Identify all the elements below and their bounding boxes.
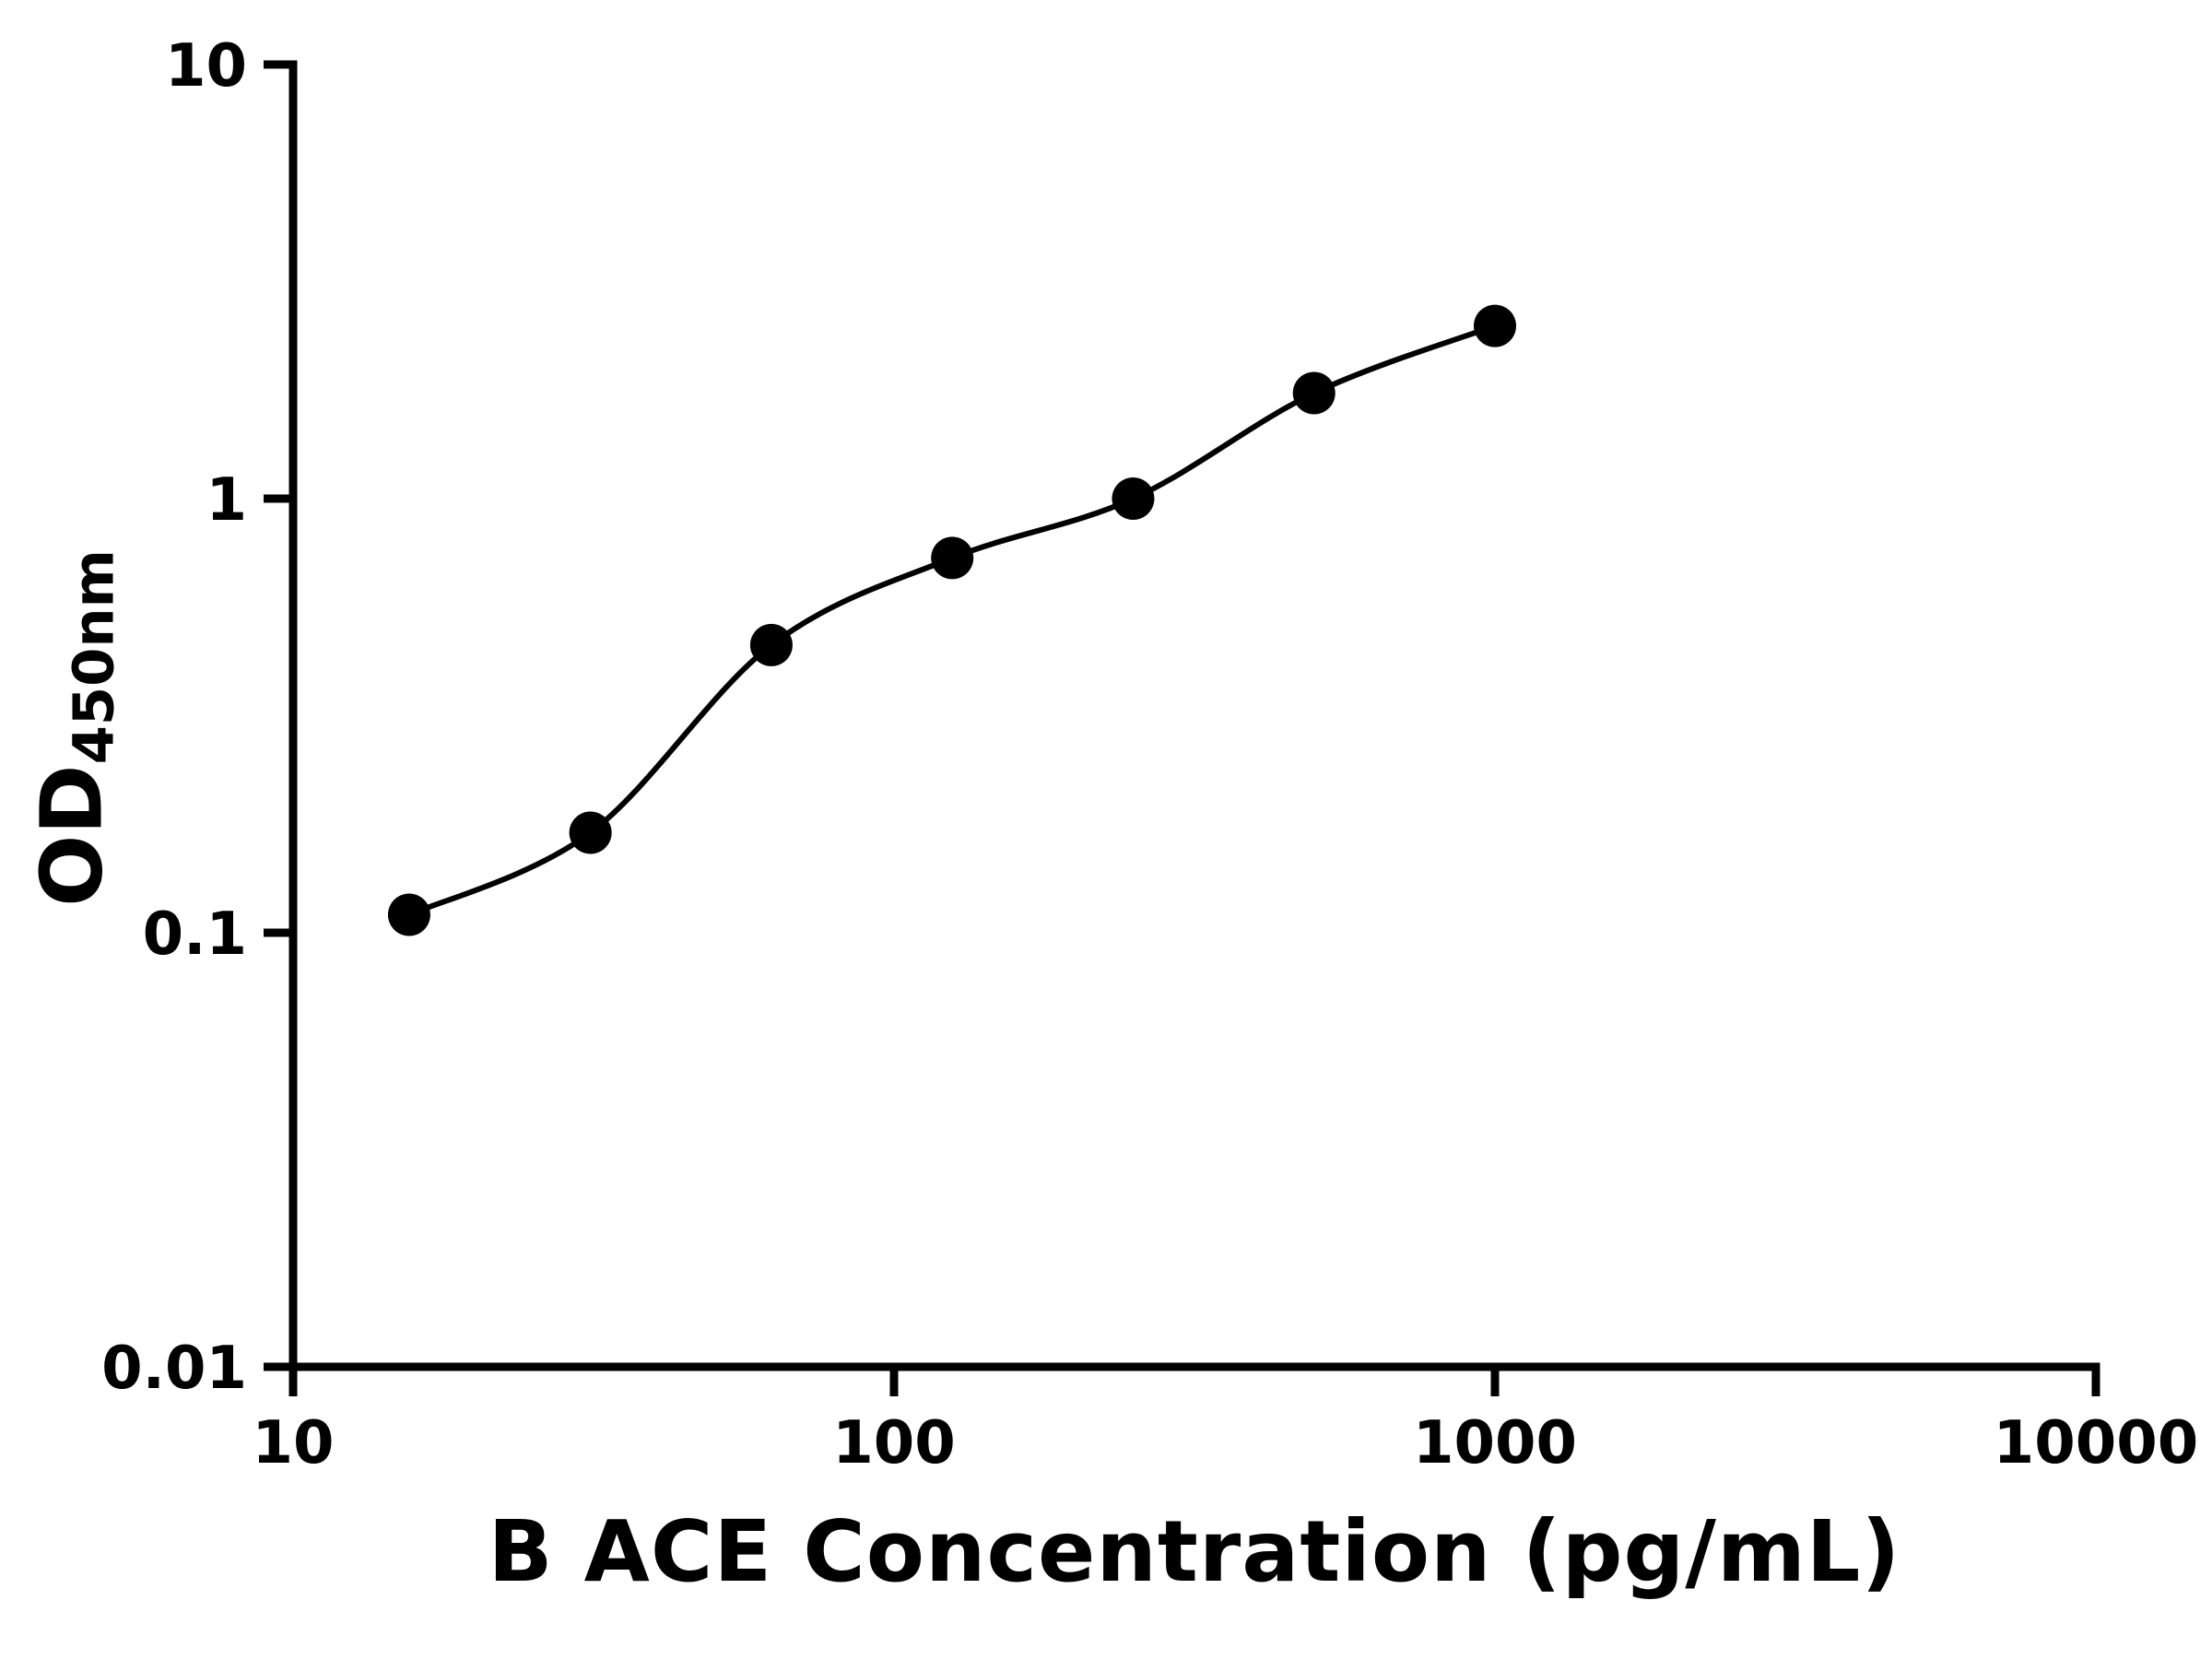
data-point bbox=[931, 536, 974, 580]
y-tick-label: 0.01 bbox=[101, 1335, 247, 1403]
data-point bbox=[1292, 371, 1335, 415]
axis-spines bbox=[288, 60, 2100, 1371]
x-tick-label: 100 bbox=[832, 1409, 956, 1477]
data-point bbox=[1112, 477, 1155, 520]
y-axis-label: OD450nm bbox=[22, 549, 127, 907]
data-point bbox=[749, 623, 793, 666]
data-point bbox=[1474, 304, 1516, 347]
x-tick-label: 1000 bbox=[1413, 1409, 1577, 1477]
x-tick-label: 10000 bbox=[1994, 1409, 2199, 1477]
data-point bbox=[569, 811, 612, 854]
x-tick-label: 10 bbox=[252, 1409, 334, 1477]
y-tick-label: 10 bbox=[165, 32, 247, 100]
y-tick-label: 1 bbox=[206, 466, 247, 535]
y-axis-label-subscript: 450nm bbox=[62, 549, 127, 765]
y-tick-label: 0.1 bbox=[143, 900, 247, 969]
x-axis-label: B ACE Concentration (pg/mL) bbox=[488, 1502, 1901, 1601]
data-point bbox=[387, 893, 430, 936]
y-axis-label-main: OD bbox=[22, 764, 122, 907]
